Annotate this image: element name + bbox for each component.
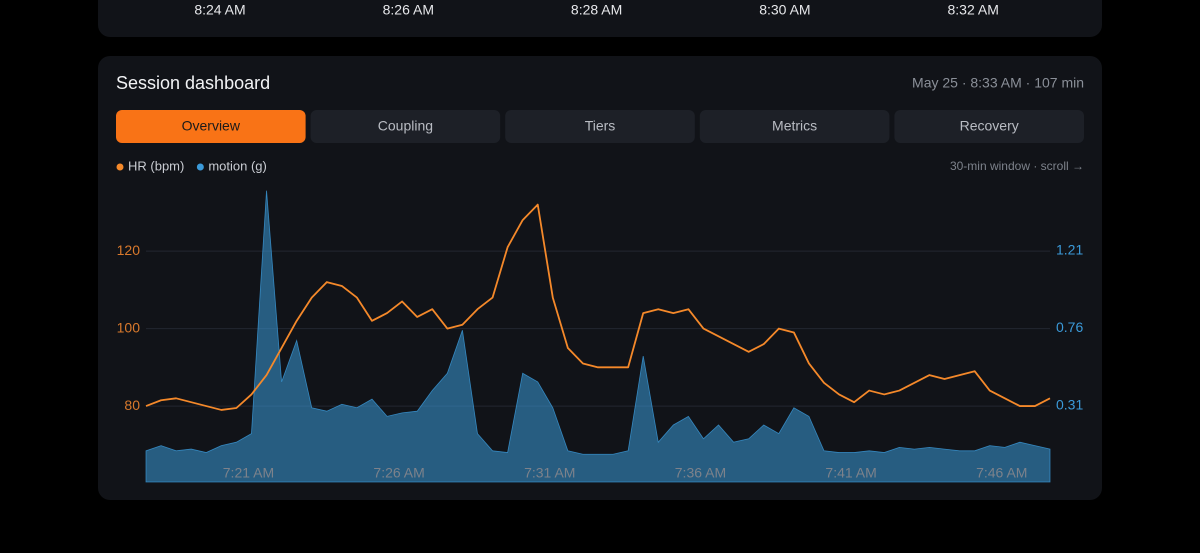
- tab-bg: [505, 110, 695, 143]
- legend-swatch: [196, 163, 204, 171]
- card-meta: May 25 · 8:33 AM · 107 min: [912, 75, 1084, 91]
- card-title: Session dashboard: [116, 73, 270, 93]
- tab-label: Metrics: [772, 118, 817, 134]
- time-label: 8:30 AM: [759, 2, 810, 18]
- tab-bar: Overview Coupling Tiers Metrics Recovery: [116, 110, 1084, 143]
- y2-tick-label: 1.21: [1056, 242, 1083, 258]
- tab-label: Overview: [182, 118, 241, 134]
- y-tick-label: 100: [117, 319, 141, 335]
- y-tick-label: 120: [117, 242, 141, 258]
- tab-bg: [310, 110, 501, 143]
- y2-tick-label: 0.31: [1056, 397, 1083, 413]
- x-tick-label: 7:31 AM: [524, 465, 575, 481]
- window-note: 30-min window · scroll →: [950, 159, 1084, 173]
- tab-label: Tiers: [585, 118, 616, 134]
- time-label: 8:26 AM: [383, 2, 434, 18]
- time-label: 8:32 AM: [948, 2, 999, 18]
- x-tick-label: 7:41 AM: [825, 465, 876, 481]
- y-tick-label: 80: [124, 397, 140, 413]
- y2-tick-label: 0.76: [1056, 319, 1083, 335]
- time-label: 8:28 AM: [571, 2, 622, 18]
- legend-swatch: [116, 163, 124, 171]
- tab-bg: [116, 110, 306, 143]
- tab[interactable]: Recovery: [894, 110, 1084, 143]
- tab[interactable]: Metrics: [699, 110, 890, 143]
- legend: HR (bpm) motion (g): [116, 158, 267, 173]
- plot: 80 100 120 0.31 0.76 1.21 7:21 AM 7:26 AM 7:31 A…: [117, 190, 1083, 483]
- tab[interactable]: Overview: [116, 110, 306, 143]
- tab[interactable]: Tiers: [505, 110, 695, 143]
- tab-label: Recovery: [960, 118, 1019, 134]
- x-tick-label: 7:46 AM: [976, 465, 1027, 481]
- tab[interactable]: Coupling: [310, 110, 501, 143]
- tab-bg: [699, 110, 890, 143]
- x-tick-label: 7:36 AM: [675, 465, 726, 481]
- top-time-labels: 8:24 AM 8:26 AM 8:28 AM 8:30 AM 8:32 AM: [194, 2, 999, 18]
- legend-label: HR (bpm): [128, 158, 184, 173]
- motion-area: [145, 190, 1051, 483]
- dashboard-card: [98, 56, 1102, 500]
- x-tick-label: 7:26 AM: [373, 465, 424, 481]
- legend-label: motion (g): [208, 158, 267, 173]
- top-card: [98, 0, 1102, 37]
- tab-bg: [894, 110, 1084, 143]
- hr-line: [145, 203, 1051, 411]
- time-label: 8:24 AM: [194, 2, 245, 18]
- tab-label: Coupling: [378, 118, 433, 134]
- x-tick-label: 7:21 AM: [223, 465, 274, 481]
